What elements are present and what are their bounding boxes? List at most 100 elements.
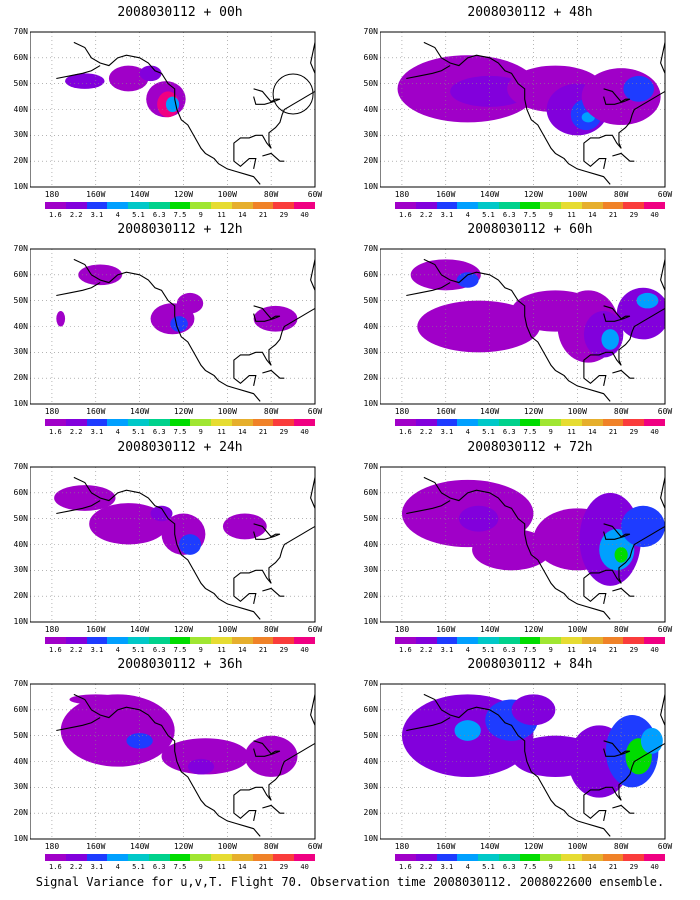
colorbar-swatch (561, 637, 582, 644)
colorbar (45, 419, 315, 426)
colorbar-label: 5.1 (132, 646, 145, 654)
variance-contour (454, 720, 481, 741)
coastline (423, 693, 611, 837)
lon-tick-label: 100W (567, 625, 587, 634)
colorbar-label: 21 (608, 211, 618, 219)
colorbar-swatch (231, 854, 253, 861)
lat-tick-label: 60N (363, 487, 378, 497)
colorbar-swatch (540, 419, 562, 426)
coastline (56, 282, 101, 297)
colorbar-label: 7.5 (173, 863, 187, 871)
colorbar-swatch (128, 202, 149, 209)
coastline (406, 500, 451, 515)
panel-title: 2008030112 + 36h (117, 657, 243, 672)
colorbar-swatch (436, 637, 458, 644)
colorbar-label: 29 (629, 646, 639, 654)
lat-tick-label: 60N (13, 52, 28, 62)
colorbar-swatch (561, 202, 582, 209)
colorbar-label: 9 (548, 863, 553, 871)
variance-contour (139, 65, 162, 82)
lon-tick-label: 160W (436, 842, 456, 851)
colorbar-swatch (498, 419, 520, 426)
colorbar-label: 4 (465, 428, 470, 436)
colorbar-label: 40 (300, 211, 309, 219)
colorbar-label: 11 (567, 428, 576, 436)
colorbar-label: 3.1 (90, 646, 104, 654)
lon-tick-label: 60W (657, 190, 673, 199)
colorbar-swatch (602, 637, 624, 644)
lat-tick-label: 50N (363, 295, 378, 305)
colorbar-label: 7.5 (523, 428, 537, 436)
colorbar-swatch (252, 202, 274, 209)
lon-tick-label: 80W (613, 190, 629, 199)
coastline (262, 804, 285, 814)
lat-tick-label: 70N (363, 244, 378, 253)
lat-tick-label: 20N (13, 591, 28, 601)
lat-tick-label: 20N (363, 808, 378, 818)
colorbar-swatch (478, 202, 499, 209)
lon-tick-label: 60W (657, 407, 673, 416)
variance-contour (89, 503, 169, 545)
lat-tick-label: 10N (13, 834, 28, 843)
colorbar-swatch (107, 419, 129, 426)
colorbar-swatch (478, 419, 499, 426)
lat-tick-label: 70N (13, 27, 28, 36)
colorbar-swatch (169, 637, 191, 644)
lon-tick-label: 80W (613, 625, 629, 634)
colorbar-swatch (457, 419, 479, 426)
colorbar-swatch (623, 202, 645, 209)
observation-circle (272, 73, 314, 115)
colorbar (395, 854, 665, 861)
colorbar-label: 4 (465, 211, 470, 219)
colorbar-label: 9 (548, 211, 553, 219)
colorbar-label: 2.2 (69, 646, 83, 654)
colorbar-swatch (86, 202, 108, 209)
colorbar-label: 1.6 (399, 428, 412, 436)
lat-tick-label: 10N (13, 182, 28, 191)
colorbar-label: 5.1 (132, 428, 145, 436)
coastline (423, 258, 611, 402)
map-svg (380, 466, 666, 623)
colorbar-label: 3.1 (90, 211, 104, 219)
coastline (406, 717, 451, 732)
colorbar-swatch (211, 419, 232, 426)
colorbar-swatch (211, 202, 232, 209)
colorbar-label: 21 (258, 211, 268, 219)
colorbar-label: 6.3 (152, 646, 166, 654)
variance-contour (623, 75, 655, 102)
lon-tick-label: 120W (173, 842, 194, 851)
colorbar (395, 637, 665, 644)
map-svg (30, 683, 316, 840)
lat-tick-label: 60N (13, 487, 28, 497)
coastline (233, 477, 315, 605)
lat-tick-label: 30N (13, 565, 28, 575)
colorbar-label: 14 (588, 428, 597, 436)
coastline (583, 694, 665, 822)
coastline (73, 476, 261, 620)
variance-contour (511, 694, 556, 726)
coastline (262, 152, 285, 162)
map-panel: 2008030112 + 60h 70N 60N 50N 40N 30N 20N 10N 180… (364, 222, 680, 436)
lat-tick-label: 30N (363, 565, 378, 575)
colorbar-swatch (294, 854, 315, 861)
colorbar-swatch (169, 202, 191, 209)
colorbar-swatch (45, 202, 66, 209)
coastline (583, 42, 665, 170)
lon-tick-label: 60W (307, 842, 323, 851)
colorbar-label: 3.1 (440, 211, 454, 219)
colorbar-label: 1.6 (49, 428, 62, 436)
lon-tick-label: 140W (479, 625, 500, 634)
coastline (253, 523, 281, 540)
lon-tick-label: 160W (436, 190, 456, 199)
lon-tick-label: 80W (613, 407, 629, 416)
colorbar-label: 11 (567, 646, 576, 654)
colorbar-swatch (273, 202, 295, 209)
coastline (583, 259, 665, 387)
colorbar-label: 4 (465, 646, 470, 654)
colorbar-label: 29 (279, 863, 289, 871)
panel-title: 2008030112 + 24h (117, 440, 243, 455)
colorbar-swatch (231, 637, 253, 644)
lon-tick-label: 180 (394, 625, 410, 634)
colorbar-swatch (128, 637, 149, 644)
lon-tick-label: 120W (523, 407, 544, 416)
